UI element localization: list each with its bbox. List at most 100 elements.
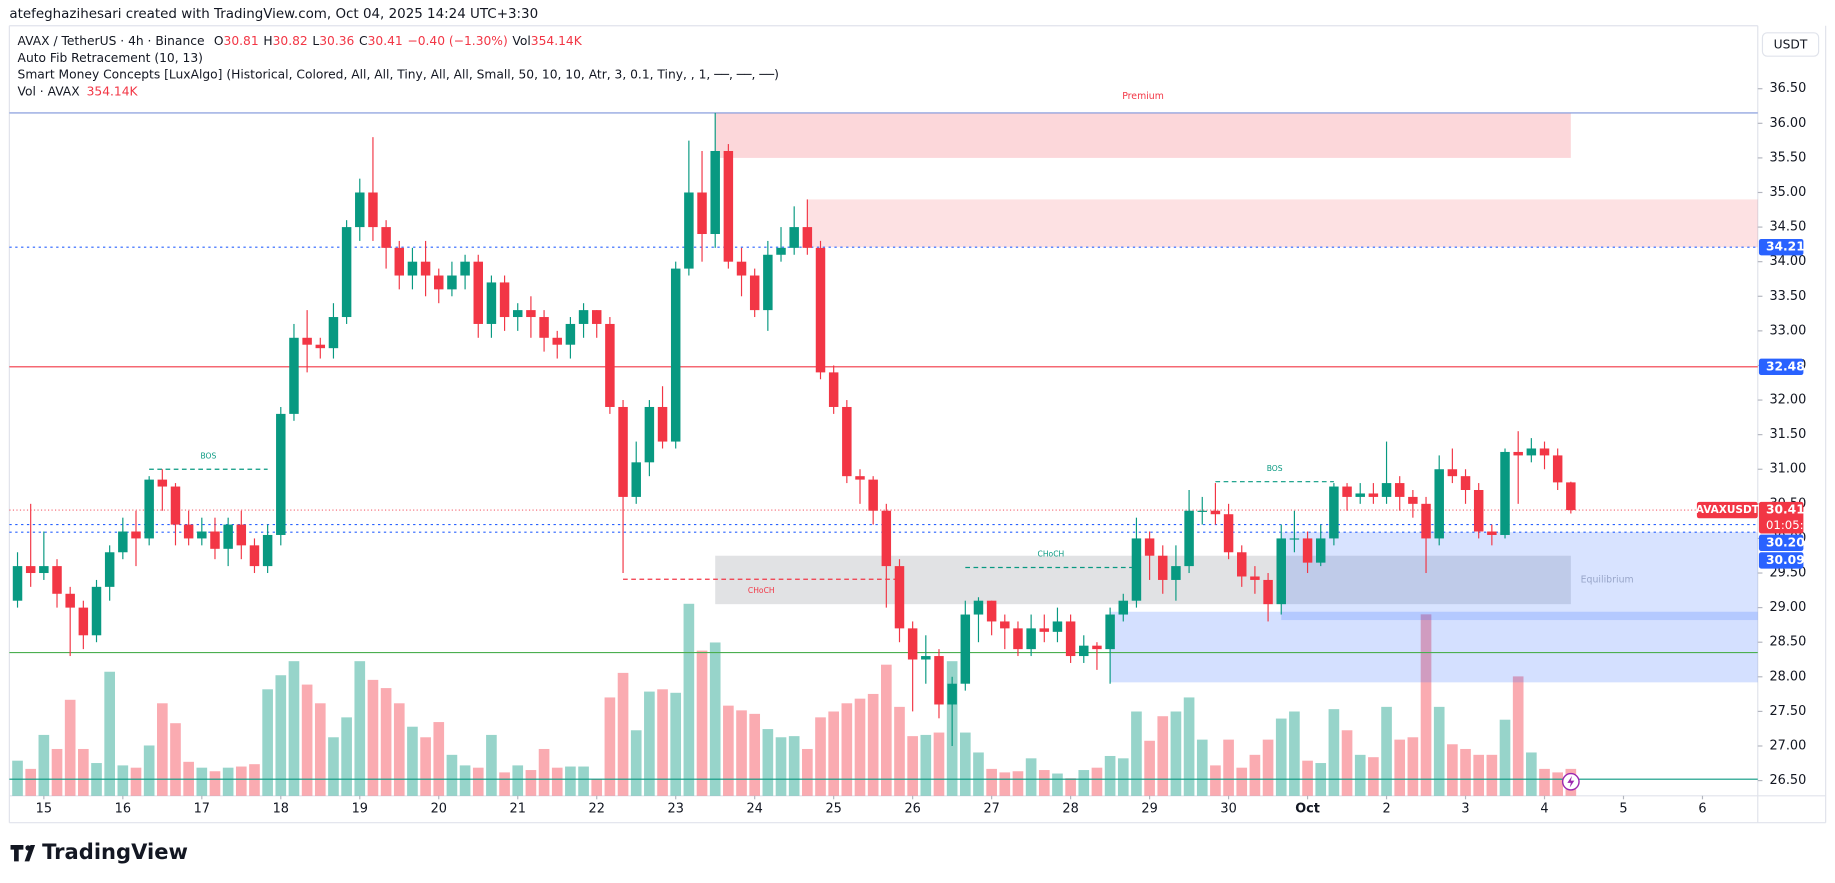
candle-body <box>1171 566 1181 580</box>
y-tick-label: 34.50 <box>1769 220 1806 235</box>
volume-bar <box>117 765 129 796</box>
volume-bar <box>841 703 853 796</box>
candle-body <box>855 476 865 480</box>
y-tick-label: 33.00 <box>1769 323 1806 338</box>
candle-body <box>1394 483 1405 497</box>
symbol-label-box <box>1696 501 1758 519</box>
y-tick-label: 26.50 <box>1769 773 1806 788</box>
candle-body <box>341 227 352 318</box>
y-tick-label: 27.00 <box>1769 738 1806 753</box>
volume-bar <box>196 767 208 796</box>
y-tick-label: 29.50 <box>1769 566 1806 581</box>
price-label: 34.21 <box>1766 240 1805 254</box>
candle-body <box>1131 538 1142 601</box>
candle-body <box>1223 514 1234 553</box>
volume-bar <box>1170 711 1182 796</box>
candle-body <box>644 406 655 463</box>
legend-symbol: AVAX / TetherUS · 4h · Binance <box>18 33 205 47</box>
candle-body <box>381 227 391 248</box>
volume-bar <box>170 723 181 796</box>
candle-body <box>881 510 892 567</box>
structure-label: BOS <box>1267 464 1283 473</box>
candle-body <box>420 261 431 276</box>
volume-bar <box>1157 716 1169 796</box>
legend-key: C <box>359 33 368 47</box>
price-label-box <box>1758 358 1804 376</box>
volume-bar <box>1131 711 1142 796</box>
candle-body <box>789 227 799 248</box>
candle-body <box>1158 555 1168 580</box>
volume-bar <box>986 768 997 796</box>
candle-body <box>1184 510 1194 567</box>
volume-bar <box>1447 744 1458 796</box>
candle-body <box>170 486 181 525</box>
volume-bar <box>433 722 445 796</box>
x-tick-label: 24 <box>747 802 763 817</box>
currency-button[interactable] <box>1761 32 1820 57</box>
price-label-box <box>1758 534 1804 552</box>
candle-body <box>328 317 339 349</box>
x-tick-label: 28 <box>1062 802 1078 817</box>
x-tick-label: 4 <box>1540 802 1548 817</box>
volume-bar <box>1025 758 1037 796</box>
candle-body <box>1342 486 1352 497</box>
y-tick-label: 32.00 <box>1769 393 1806 408</box>
y-tick-label: 29.00 <box>1769 600 1806 615</box>
candle-body <box>183 524 194 539</box>
volume-bar <box>907 736 918 796</box>
y-tick-label: 35.00 <box>1769 185 1806 200</box>
candle-body <box>407 261 418 276</box>
x-tick-label: 21 <box>510 802 526 817</box>
candle-body <box>736 261 747 276</box>
candle-body <box>473 261 483 324</box>
price-label-box <box>1758 501 1804 534</box>
x-tick-label: 25 <box>825 802 841 817</box>
candle-body <box>1315 538 1326 563</box>
volume-bar <box>472 767 484 796</box>
volume-bar <box>1394 739 1406 796</box>
volume-bar <box>551 767 563 796</box>
candle-body <box>763 254 773 311</box>
candle-body <box>631 462 641 497</box>
legend-key: H <box>263 33 272 47</box>
y-tick-label: 28.00 <box>1769 669 1806 684</box>
price-label-box <box>1758 238 1804 256</box>
candle-body <box>1079 645 1089 657</box>
volume-bar <box>1381 706 1392 796</box>
volume-bar <box>538 748 550 796</box>
volume-bar <box>143 745 155 796</box>
currency-label[interactable]: USDT <box>1774 38 1808 52</box>
candle-body <box>1526 448 1537 456</box>
indicator-legend: Smart Money Concepts [LuxAlgo] (Historic… <box>18 67 779 81</box>
volume-bar <box>736 710 747 796</box>
candle-body <box>907 628 918 660</box>
volume-bar <box>644 691 655 796</box>
candle-body <box>591 310 602 324</box>
candle-body <box>618 406 628 497</box>
price-label: 32.48 <box>1766 359 1805 373</box>
candle-body <box>723 150 734 262</box>
candle-body <box>1026 628 1036 650</box>
candle-body <box>1052 621 1063 632</box>
volume-bar <box>380 688 392 796</box>
structure-label: BOS <box>200 451 216 460</box>
candle-body <box>1237 552 1247 577</box>
candle-body <box>52 566 62 594</box>
volume-bar <box>209 771 221 796</box>
y-tick-label: 27.50 <box>1769 704 1806 719</box>
x-tick-label: 27 <box>983 802 999 817</box>
candle-body <box>1197 510 1207 512</box>
zone <box>807 199 1758 248</box>
volume-bar <box>657 689 668 796</box>
candle-body <box>1566 482 1576 511</box>
candle-body <box>868 479 878 511</box>
volume-bar <box>1078 770 1090 796</box>
volume-bar <box>788 736 800 796</box>
candle-body <box>894 566 905 629</box>
legend-key: Vol <box>512 33 530 47</box>
candle-body <box>289 337 299 414</box>
volume-bar <box>288 661 300 796</box>
volume-bar <box>64 699 76 796</box>
